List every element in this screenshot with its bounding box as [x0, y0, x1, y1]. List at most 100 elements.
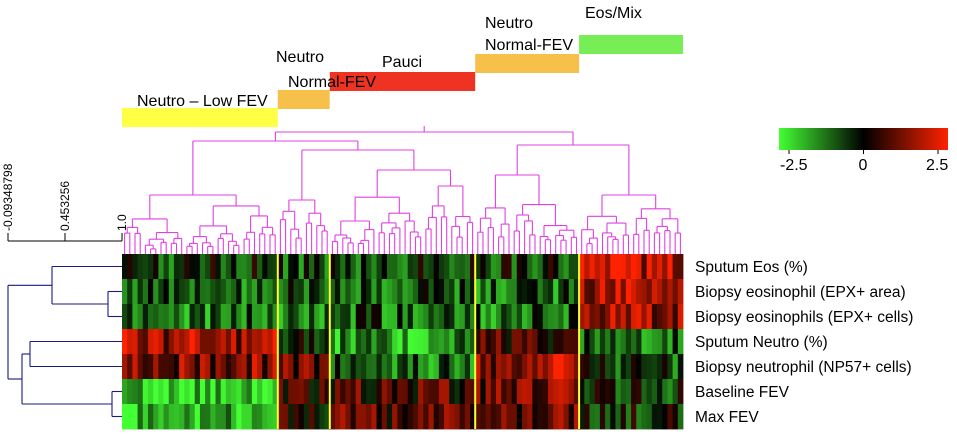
heatmap-cell [402, 279, 409, 305]
heatmap-cell [283, 254, 289, 280]
heatmap-cell [636, 279, 642, 305]
heatmap-cell [475, 279, 481, 305]
heatmap-cell [173, 304, 180, 330]
heatmap-cell [501, 304, 507, 330]
heatmap-cell [168, 254, 175, 280]
heatmap-cell [345, 329, 351, 355]
heatmap-cell [309, 404, 315, 430]
heatmap-cell [309, 304, 315, 330]
heatmap-cell [122, 379, 128, 405]
heatmap-cell [137, 379, 144, 405]
heatmap-cell [615, 404, 622, 430]
heatmap-cell [371, 304, 377, 330]
heatmap-cell [329, 304, 336, 330]
heatmap-cell [262, 404, 268, 430]
heatmap-cell [589, 379, 596, 405]
heatmap-cell [651, 404, 658, 430]
heatmap-cell [470, 254, 476, 280]
heatmap-cell [350, 279, 357, 305]
heatmap-cell [137, 404, 144, 430]
heatmap-cell [615, 379, 622, 405]
heatmap-cell [438, 279, 445, 305]
heatmap-cell [464, 304, 471, 330]
heatmap-cell [454, 279, 461, 305]
heatmap-cell [527, 254, 533, 280]
heatmap-cell [194, 329, 201, 355]
heatmap-cell [511, 329, 518, 355]
heatmap-cell [521, 279, 528, 305]
heatmap-cell [657, 404, 663, 430]
heatmap-cell [376, 304, 383, 330]
heatmap-cell [657, 379, 663, 405]
heatmap-cell [225, 279, 232, 305]
heatmap-cell [288, 304, 294, 330]
heatmap-cell [594, 329, 601, 355]
heatmap-cell [246, 354, 253, 380]
heatmap-cell [392, 279, 398, 305]
heatmap-cell [428, 404, 435, 430]
heatmap-cell [407, 279, 414, 305]
heatmap-cell [579, 354, 585, 380]
heatmap-cell [594, 279, 601, 305]
heatmap-cell [184, 279, 190, 305]
heatmap-cell [444, 404, 450, 430]
heatmap-cell [496, 304, 502, 330]
heatmap-cell [168, 279, 175, 305]
heatmap-cell [142, 329, 149, 355]
heatmap-cell [568, 304, 575, 330]
heatmap-cell [485, 354, 492, 380]
heatmap-cell [485, 279, 492, 305]
heatmap-cell [553, 304, 559, 330]
heatmap-cell [189, 329, 196, 355]
heatmap-cell [334, 304, 341, 330]
heatmap-cell [511, 354, 518, 380]
heatmap-cell [257, 379, 263, 405]
heatmap-cell [189, 404, 196, 430]
heatmap-cell [579, 304, 585, 330]
heatmap-cell [667, 379, 674, 405]
heatmap-cell [241, 354, 248, 380]
heatmap-cell [646, 404, 653, 430]
heatmap-cell [314, 329, 320, 355]
heatmap-cell [563, 304, 570, 330]
heatmap-cell [589, 329, 596, 355]
heatmap-cell [449, 379, 455, 405]
heatmap-cell [449, 404, 455, 430]
heatmap-cell [236, 304, 242, 330]
heatmap-cell [506, 379, 512, 405]
heatmap-grid [122, 254, 684, 430]
heatmap-cell [142, 354, 149, 380]
heatmap-cell [220, 304, 227, 330]
heatmap-cell [142, 254, 149, 280]
heatmap-cell [620, 304, 627, 330]
heatmap-cell [605, 304, 611, 330]
heatmap-cell [412, 254, 419, 280]
cluster-label: Pauci [382, 54, 422, 71]
heatmap-cell [584, 279, 590, 305]
heatmap-cell [340, 329, 346, 355]
heatmap-cell [142, 304, 149, 330]
heatmap-cell [231, 354, 237, 380]
heatmap-cell [537, 279, 544, 305]
heatmap-cell [329, 254, 336, 280]
heatmap-cell [319, 329, 325, 355]
heatmap-cell [127, 279, 133, 305]
heatmap-cell [521, 329, 528, 355]
heatmap-cell [573, 354, 580, 380]
heatmap-cell [402, 379, 409, 405]
heatmap-cell [641, 254, 648, 280]
heatmap-cell [205, 329, 211, 355]
heatmap-cell [147, 379, 154, 405]
heatmap-cell [215, 379, 222, 405]
heatmap-cell [516, 279, 523, 305]
heatmap-cell [355, 329, 362, 355]
heatmap-cell [584, 379, 590, 405]
heatmap-cell [615, 254, 622, 280]
heatmap-cell [475, 404, 481, 430]
heatmap-cell [605, 329, 611, 355]
heatmap-cell [257, 254, 263, 280]
heatmap-cell [454, 254, 461, 280]
heatmap-cell [599, 354, 606, 380]
row-label: Sputum Neutro (%) [695, 334, 828, 351]
heatmap-cell [132, 329, 138, 355]
